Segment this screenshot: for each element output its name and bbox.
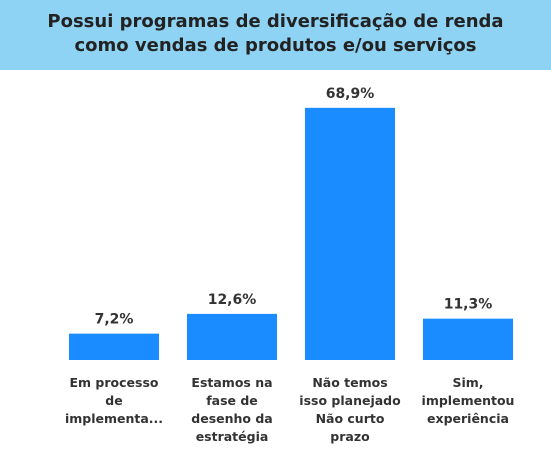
chart-title: Possui programas de diversificação de re… xyxy=(0,0,551,70)
bar xyxy=(69,333,159,360)
value-label: 7,2% xyxy=(95,312,134,328)
value-label: 12,6% xyxy=(208,292,257,308)
value-label: 68,9% xyxy=(326,86,375,102)
value-label: 11,3% xyxy=(444,297,493,313)
x-tick-label: Estamos na fase de desenho da estratégia xyxy=(191,375,273,444)
bar xyxy=(187,313,277,360)
x-tick-label: Não temos isso planejado Não curto prazo xyxy=(299,375,401,444)
bar xyxy=(305,107,395,361)
x-tick-label: Em processo de implementa... xyxy=(64,375,164,426)
x-tick-label: Sim, implementou experiência xyxy=(421,375,515,426)
bar xyxy=(423,318,513,360)
